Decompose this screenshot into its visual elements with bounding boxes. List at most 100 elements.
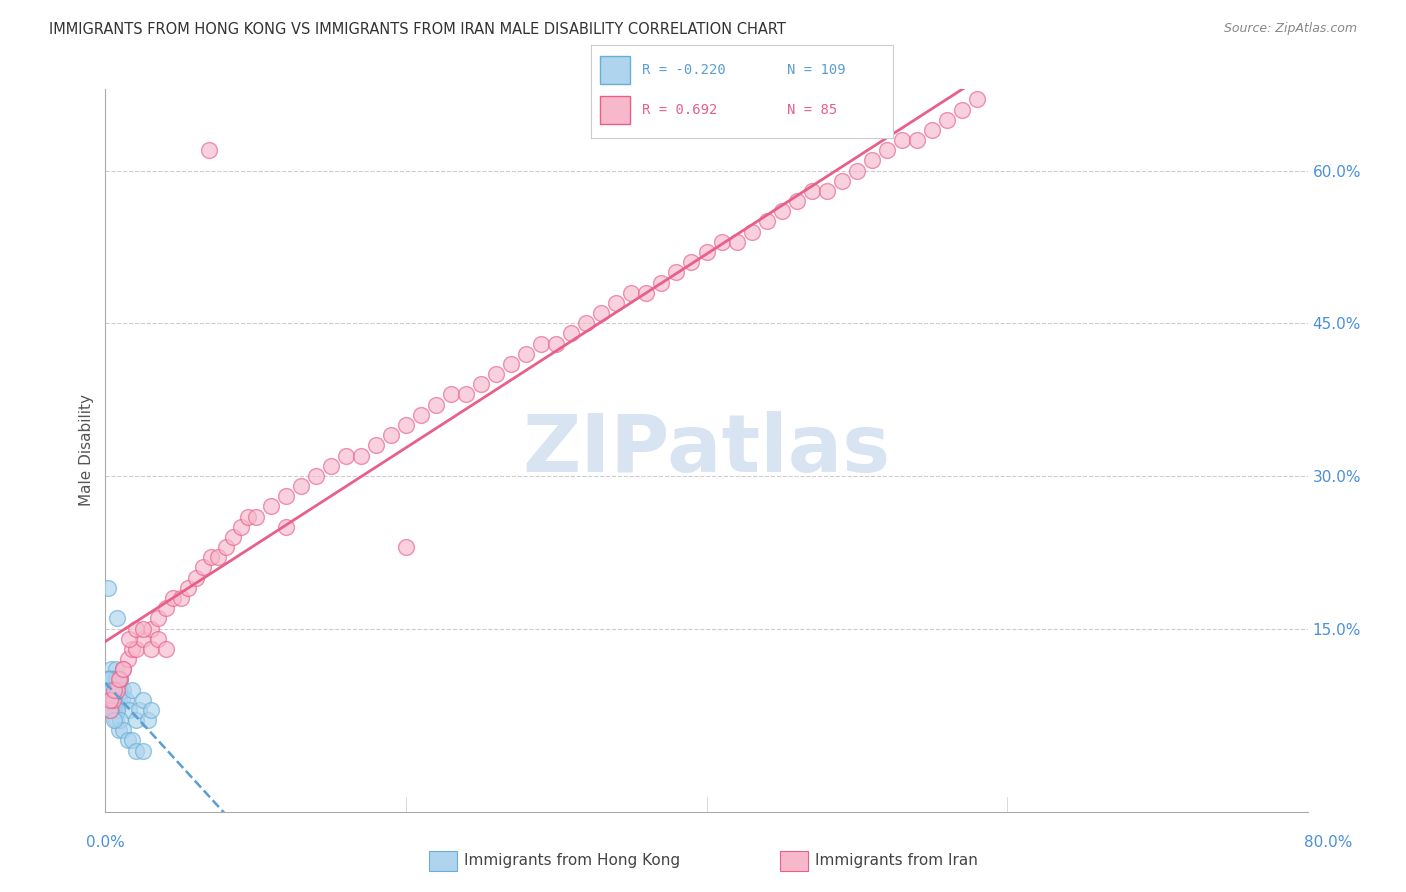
Point	[103, 703, 125, 717]
Point	[101, 682, 124, 697]
Point	[117, 652, 139, 666]
Point	[104, 693, 127, 707]
Point	[815, 184, 838, 198]
Point	[605, 296, 627, 310]
Point	[96, 682, 118, 697]
Point	[97, 673, 120, 687]
Point	[101, 703, 124, 717]
Point	[101, 673, 124, 687]
Point	[104, 703, 127, 717]
Point	[97, 673, 120, 687]
Text: R = -0.220: R = -0.220	[643, 63, 725, 77]
Point	[118, 632, 141, 646]
Text: N = 85: N = 85	[787, 103, 837, 117]
Point	[132, 693, 155, 707]
Point	[456, 387, 478, 401]
Point	[124, 622, 146, 636]
Point	[104, 682, 127, 697]
Point	[290, 479, 312, 493]
Point	[485, 367, 508, 381]
Point	[118, 703, 141, 717]
Point	[222, 530, 245, 544]
Point	[97, 673, 120, 687]
Point	[139, 622, 162, 636]
Point	[155, 641, 177, 656]
Point	[97, 581, 120, 595]
Point	[108, 682, 131, 697]
Text: ZIPatlas: ZIPatlas	[523, 411, 890, 490]
Point	[98, 673, 121, 687]
Point	[100, 662, 122, 676]
Point	[132, 622, 155, 636]
Point	[101, 703, 124, 717]
Point	[103, 673, 125, 687]
Point	[207, 550, 229, 565]
Point	[107, 693, 129, 707]
Point	[440, 387, 463, 401]
Point	[845, 163, 868, 178]
Point	[169, 591, 191, 605]
Point	[97, 673, 120, 687]
Point	[101, 673, 124, 687]
Point	[104, 693, 127, 707]
Point	[110, 682, 132, 697]
Point	[770, 204, 793, 219]
Point	[107, 673, 129, 687]
Point	[380, 428, 402, 442]
Point	[121, 682, 143, 697]
Point	[155, 601, 177, 615]
Point	[107, 693, 129, 707]
Point	[117, 733, 139, 747]
Point	[103, 673, 125, 687]
Point	[98, 693, 121, 707]
Point	[104, 713, 127, 727]
Text: N = 109: N = 109	[787, 63, 845, 77]
Text: Immigrants from Hong Kong: Immigrants from Hong Kong	[464, 854, 681, 868]
Point	[425, 398, 447, 412]
Point	[115, 693, 138, 707]
Point	[136, 713, 159, 727]
Point	[104, 673, 127, 687]
Point	[98, 673, 121, 687]
Point	[110, 713, 132, 727]
Point	[335, 449, 357, 463]
Text: 0.0%: 0.0%	[86, 836, 125, 850]
Point	[103, 682, 125, 697]
Point	[936, 112, 959, 127]
Bar	[599, 56, 630, 84]
Point	[112, 662, 135, 676]
Point	[98, 682, 121, 697]
Point	[97, 673, 120, 687]
Point	[100, 682, 122, 697]
Point	[800, 184, 823, 198]
Point	[98, 693, 121, 707]
Point	[876, 143, 898, 157]
Point	[98, 703, 121, 717]
Point	[98, 682, 121, 697]
Point	[681, 255, 703, 269]
Point	[98, 693, 121, 707]
Point	[104, 662, 127, 676]
Point	[107, 682, 129, 697]
Point	[97, 693, 120, 707]
Point	[108, 673, 131, 687]
Point	[274, 489, 297, 503]
Point	[103, 693, 125, 707]
Point	[395, 540, 418, 554]
Point	[101, 693, 124, 707]
Point	[112, 662, 135, 676]
Point	[98, 673, 121, 687]
Point	[100, 693, 122, 707]
Point	[238, 509, 260, 524]
Point	[104, 682, 127, 697]
Point	[104, 673, 127, 687]
Point	[103, 693, 125, 707]
Point	[560, 326, 582, 341]
Point	[100, 693, 122, 707]
Bar	[599, 96, 630, 124]
Point	[108, 693, 131, 707]
Point	[101, 693, 124, 707]
Point	[319, 458, 342, 473]
Point	[101, 693, 124, 707]
Point	[741, 225, 763, 239]
